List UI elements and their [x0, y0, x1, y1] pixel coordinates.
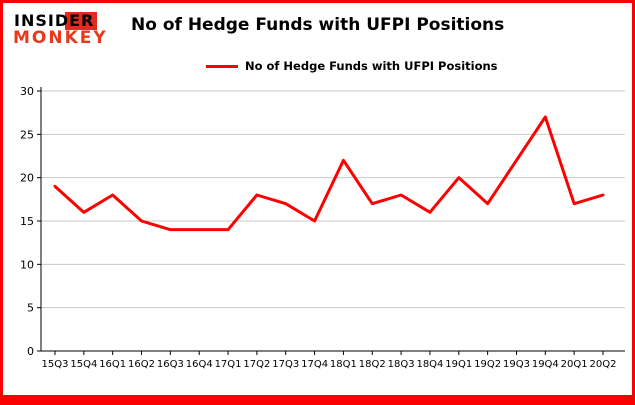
legend-label: No of Hedge Funds with UFPI Positions: [245, 59, 498, 73]
x-tick-label: 18Q1: [330, 359, 357, 370]
x-tick-label: 19Q3: [503, 359, 530, 370]
x-tick-label: 17Q3: [272, 359, 299, 370]
x-tick-label: 17Q1: [215, 359, 242, 370]
x-tick-label: 18Q2: [359, 359, 386, 370]
x-tick-label: 17Q4: [301, 359, 328, 370]
logo-text-insider: INSIDER: [13, 12, 98, 30]
x-tick-label: 19Q2: [474, 359, 501, 370]
bottom-red-bar: [3, 395, 632, 402]
y-tick-label: 25: [20, 128, 34, 141]
x-tick-label: 16Q4: [186, 359, 213, 370]
chart-legend: No of Hedge Funds with UFPI Positions: [206, 59, 498, 73]
y-tick-label: 5: [27, 302, 34, 315]
x-tick-label: 18Q3: [388, 359, 415, 370]
x-tick-label: 20Q1: [561, 359, 588, 370]
x-tick-label: 19Q4: [532, 359, 559, 370]
x-tick-label: 19Q1: [445, 359, 472, 370]
y-tick-label: 15: [20, 215, 34, 228]
x-tick-label: 15Q3: [42, 359, 69, 370]
x-tick-label: 20Q2: [590, 359, 617, 370]
logo-text-monkey: MONKEY: [13, 27, 108, 48]
legend-line-swatch: [206, 64, 238, 68]
y-tick-label: 10: [20, 258, 34, 271]
x-tick-label: 18Q4: [416, 359, 443, 370]
series-line: [53, 115, 605, 232]
y-tick-label: 0: [27, 345, 34, 358]
x-tick-label: 15Q4: [70, 359, 97, 370]
page-title: No of Hedge Funds with UFPI Positions: [131, 15, 505, 35]
x-tick-label: 16Q2: [128, 359, 155, 370]
chart-svg: 0 5 10 15 20 25 30 15Q3 15Q4 16Q1 16Q2 16Q3 16Q4 17Q1…: [20, 85, 625, 370]
x-tick-label: 16Q1: [99, 359, 126, 370]
x-tick-label: 17Q2: [243, 359, 270, 370]
x-tick-label: 16Q3: [157, 359, 184, 370]
y-tick-label: 30: [20, 85, 34, 98]
y-tick-label: 20: [20, 172, 34, 185]
insider-monkey-logo: INSIDER MONKEY: [13, 12, 108, 48]
